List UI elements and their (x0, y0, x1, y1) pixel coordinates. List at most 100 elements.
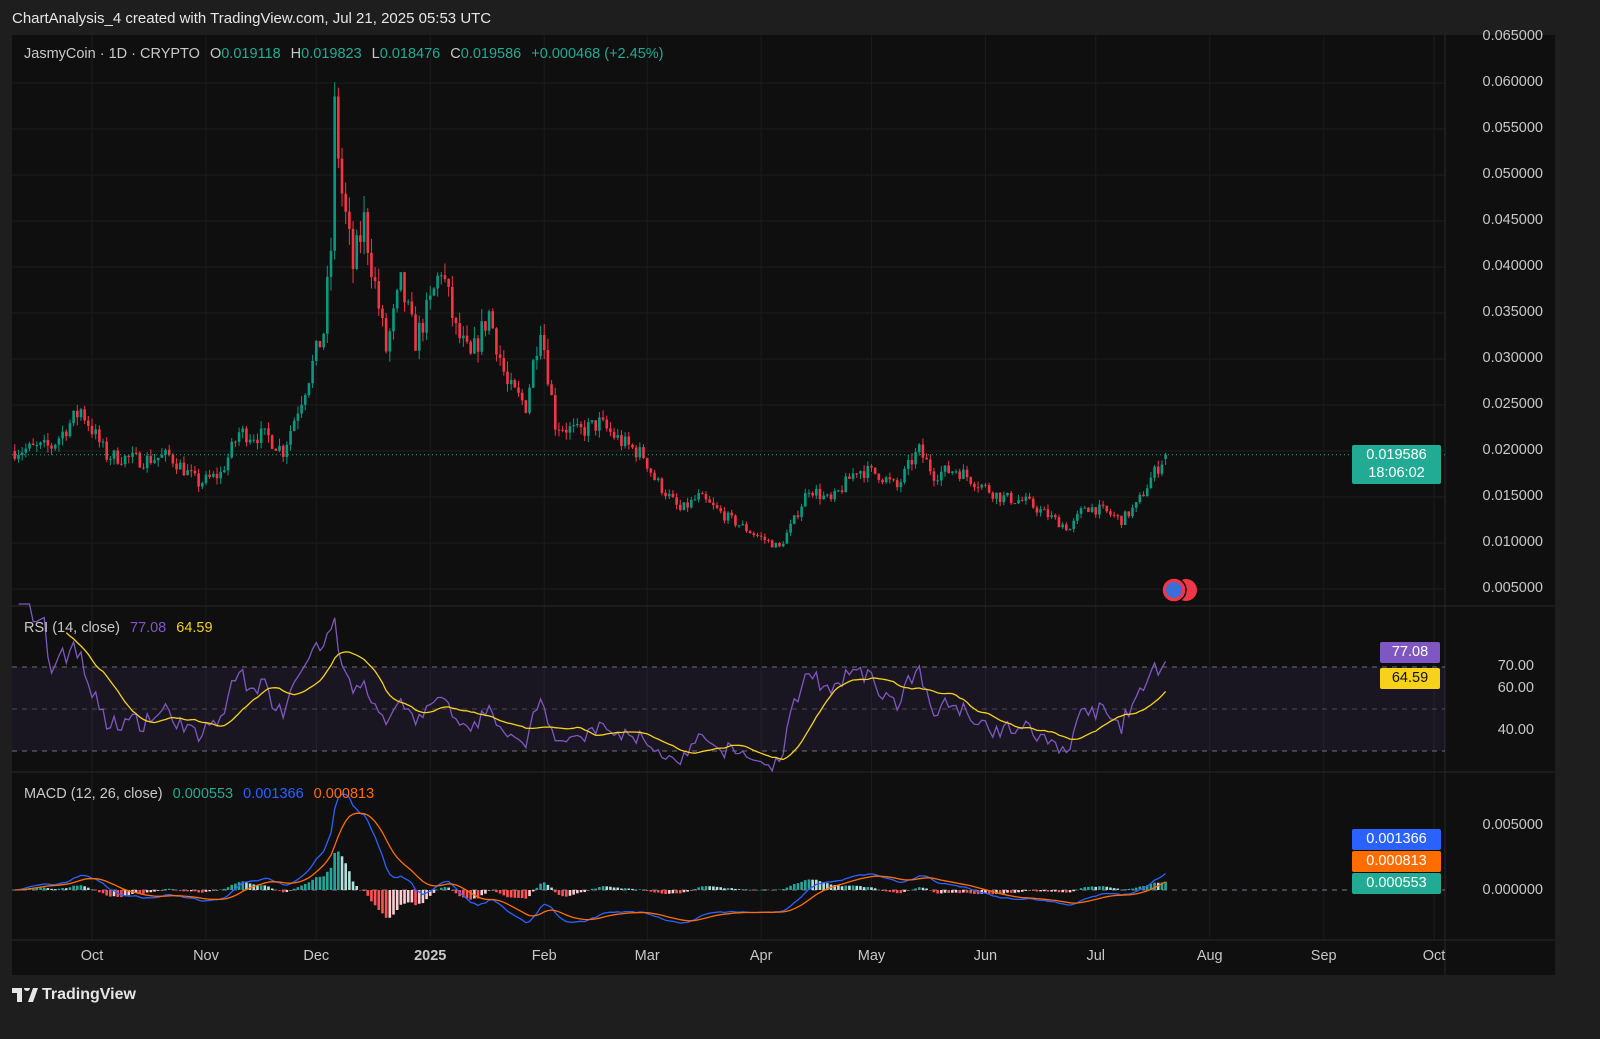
candle-body (1009, 492, 1013, 504)
macd-histogram-bar (1127, 889, 1131, 890)
candle-body (1156, 466, 1160, 474)
time-tick-label: Oct (1422, 948, 1446, 964)
candle-body (381, 308, 384, 319)
candle-body (1024, 496, 1028, 501)
macd-histogram-bar (1090, 886, 1094, 890)
macd-histogram-bar (513, 890, 517, 898)
macd-axis-5: 0.005000 (1482, 817, 1543, 833)
symbol-name[interactable]: JasmyCoin · 1D · CRYPTO (24, 46, 200, 62)
macd-histogram-bar (781, 889, 785, 890)
price-tick-label: 0.065000 (1482, 28, 1543, 44)
candle-body (734, 515, 737, 526)
candle-body (748, 531, 752, 534)
candle-body (539, 335, 542, 357)
candle-body (292, 420, 296, 431)
candle-body (267, 428, 270, 436)
candle-body (186, 470, 189, 476)
macd-histogram-bar (322, 876, 325, 890)
candle-body (278, 445, 281, 451)
candle-body (767, 540, 770, 542)
macd-histogram-bar (1072, 890, 1075, 892)
macd-histogram-bar (447, 887, 450, 890)
macd-histogram-bar (101, 890, 105, 894)
macd-histogram-bar (1109, 887, 1112, 890)
macd-histogram-bar (517, 890, 520, 898)
candle-body (1072, 520, 1075, 529)
candle-body (46, 440, 50, 446)
macd-histogram-bar (1053, 890, 1057, 892)
candle-body (458, 323, 461, 339)
macd-signal-tag: 0.000813 (1352, 851, 1441, 872)
macd-histogram-bar (616, 887, 620, 890)
chart-panel[interactable] (12, 35, 1555, 975)
macd-histogram-bar (469, 890, 473, 900)
macd-histogram-bar (962, 890, 965, 893)
macd-histogram-bar (175, 890, 178, 891)
rsi-axis-70: 70.00 (1497, 658, 1534, 674)
candle-body (528, 387, 531, 413)
macd-histogram-bar (598, 887, 601, 890)
candle-body (219, 472, 222, 479)
macd-histogram-bar (370, 890, 373, 902)
macd-histogram-bar (973, 890, 976, 894)
candle-body (840, 490, 844, 492)
macd-histogram-bar (230, 884, 234, 890)
candle-body (638, 447, 642, 458)
chart-title: ChartAnalysis_4 created with TradingView… (12, 10, 492, 27)
candle-body (329, 250, 333, 277)
candle-body (167, 449, 171, 455)
macd-histogram-bar (748, 889, 752, 891)
macd-histogram-bar (123, 890, 127, 897)
candle-body (281, 445, 285, 458)
macd-histogram-bar (292, 888, 296, 890)
candle-body (248, 439, 252, 443)
macd-histogram-bar (480, 890, 484, 896)
candle-body (995, 492, 998, 499)
macd-histogram-bar (281, 890, 285, 893)
candle-body (473, 338, 476, 354)
macd-histogram-bar (792, 883, 796, 890)
candle-body (1031, 498, 1035, 508)
macd-histogram-bar (1138, 886, 1142, 890)
candle-body (1046, 509, 1050, 518)
macd-histogram-bar (1006, 890, 1009, 893)
price-tick-label: 0.035000 (1482, 304, 1543, 320)
candle-body (134, 452, 138, 454)
macd-histogram-bar (899, 890, 903, 894)
candle-body (484, 321, 487, 331)
macd-histogram-bar (502, 890, 506, 896)
macd-histogram-bar (274, 890, 278, 891)
macd-histogram-bar (1035, 890, 1039, 892)
macd-histogram-bar (1164, 881, 1167, 890)
candle-body (756, 534, 759, 536)
candle-body (344, 193, 347, 212)
macd-histogram-bar (491, 890, 495, 891)
candle-body (289, 430, 292, 445)
macd-histogram-bar (579, 890, 583, 893)
candle-body (1131, 507, 1134, 517)
macd-histogram-bar (1149, 884, 1153, 890)
candle-body (723, 511, 726, 521)
candle-body (403, 272, 406, 303)
macd-histogram-bar (134, 890, 138, 894)
macd-histogram-bar (1046, 890, 1050, 892)
macd-histogram-bar (590, 888, 594, 890)
candle-body (932, 471, 936, 481)
macd-histogram-bar (160, 890, 164, 891)
tradingview-logo[interactable]: TradingView (12, 986, 136, 1004)
candle-body (300, 404, 303, 414)
macd-histogram-bar (638, 889, 642, 890)
macd-histogram-bar (877, 889, 881, 891)
rsi-label[interactable]: RSI (14, close) (24, 620, 120, 636)
candle-body (829, 494, 833, 500)
candle-body (333, 96, 336, 251)
macd-histogram-bar (932, 890, 936, 893)
candle-body (815, 488, 818, 496)
candle-body (572, 425, 575, 427)
candle-body (645, 458, 649, 469)
macd-label[interactable]: MACD (12, 26, close) (24, 786, 163, 802)
candle-body (230, 441, 234, 458)
candle-body (1123, 511, 1127, 526)
macd-histogram-bar (693, 888, 697, 890)
